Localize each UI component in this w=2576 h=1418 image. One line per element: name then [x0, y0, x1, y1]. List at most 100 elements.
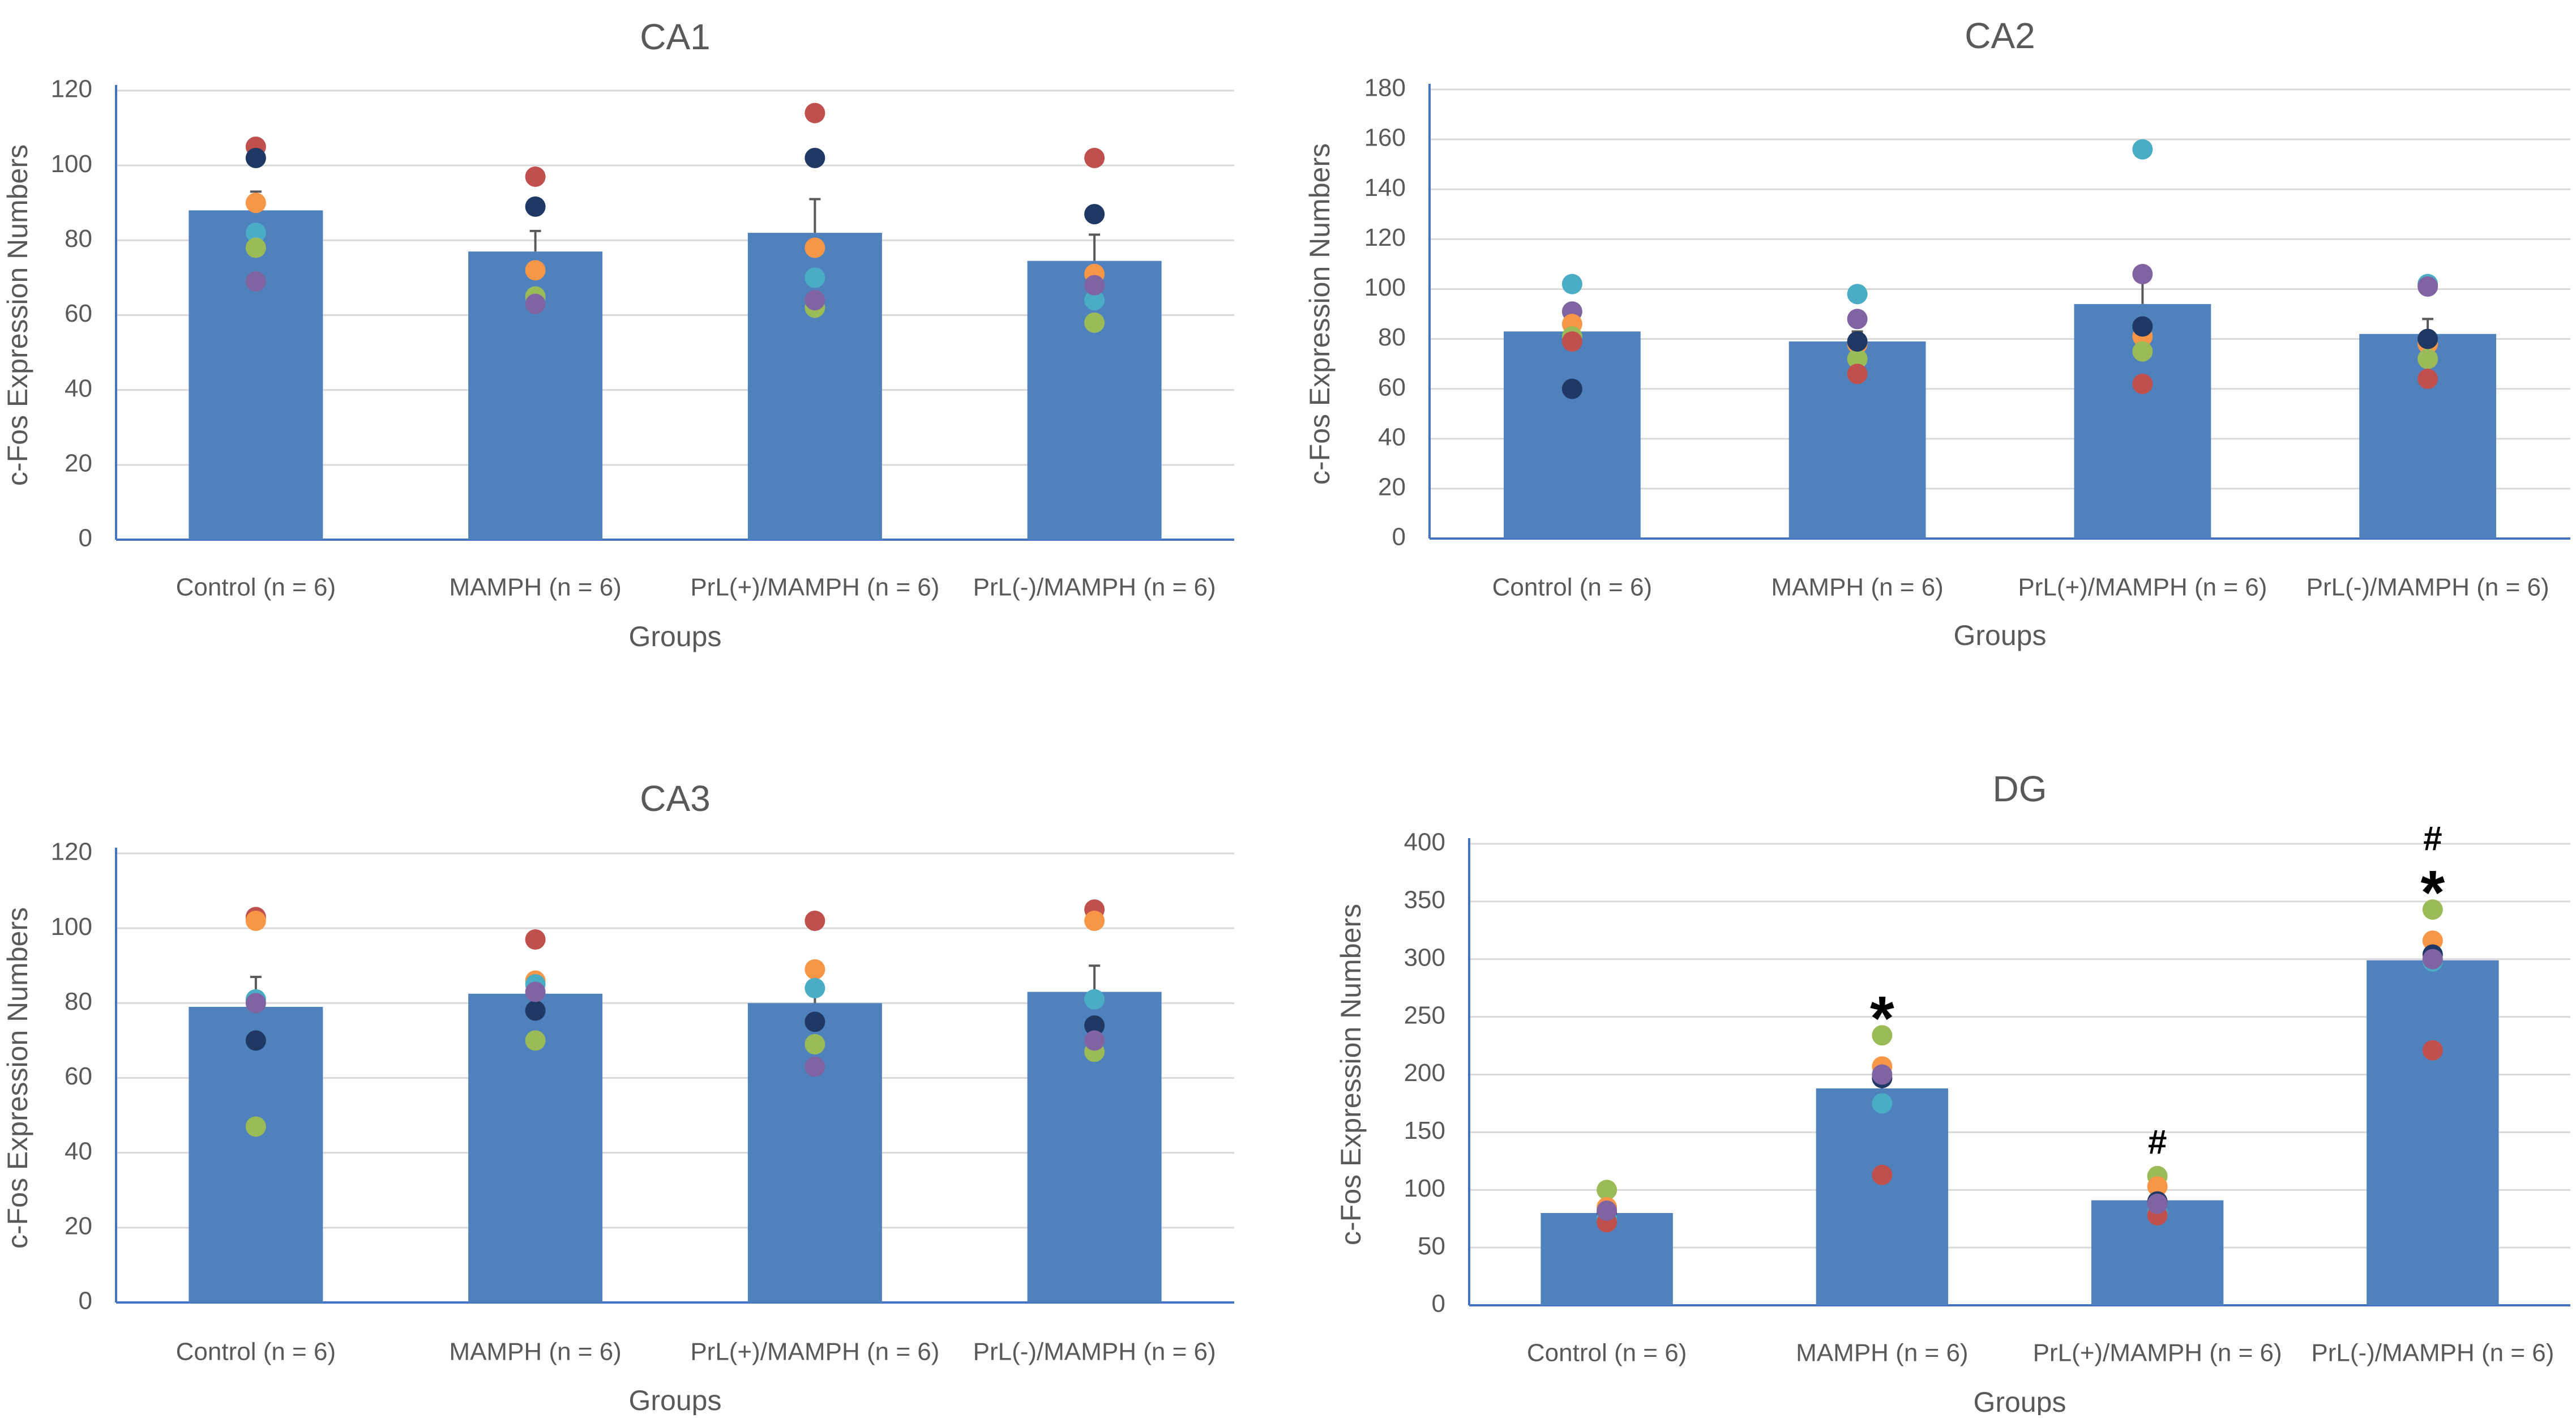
data-point: [2422, 899, 2443, 920]
y-tick-label: 40: [65, 1137, 92, 1165]
data-point: [805, 267, 825, 288]
data-point: [805, 977, 825, 998]
data-point: [525, 1030, 546, 1051]
data-point: [805, 1034, 825, 1055]
x-category-label: Control (n = 6): [176, 1338, 336, 1366]
x-category-label: MAMPH (n = 6): [449, 574, 621, 601]
chart-ca2: CA2 0 20 40 60 80 100 120 140 160 180 c-Fos Express…: [1288, 0, 2576, 708]
data-point: [2417, 328, 2438, 349]
data-point: [1561, 378, 1582, 399]
chart-ca3: CA3 0 20 40 60 80 100 120 c-Fos Expression Numbe…: [0, 708, 1288, 1416]
chart-title: DG: [1993, 768, 2047, 809]
data-point: [245, 237, 266, 258]
data-point: [525, 166, 546, 187]
significance-hash: #: [2423, 819, 2442, 857]
data-point: [1872, 1164, 1893, 1185]
data-point: [2417, 369, 2438, 390]
x-category-label: PrL(-)/MAMPH (n = 6): [973, 1338, 1216, 1366]
y-tick-label: 0: [1392, 523, 1406, 551]
y-tick-label: 20: [65, 449, 92, 477]
data-point: [805, 102, 825, 123]
data-point: [1561, 274, 1582, 294]
bar: [189, 1006, 323, 1302]
x-category-label: Control (n = 6): [176, 574, 336, 601]
data-point: [245, 193, 266, 213]
y-tick-label: 350: [1404, 886, 1445, 914]
data-point: [2147, 1176, 2168, 1197]
chart-svg: CA3 0 20 40 60 80 100 120 c-Fos Expression Numbe…: [2, 778, 1234, 1416]
data-point: [525, 929, 546, 950]
y-tick-label: 20: [1378, 473, 1406, 501]
x-category-label: MAMPH (n = 6): [1796, 1339, 1968, 1367]
y-tick-label: 0: [79, 1287, 92, 1315]
data-point: [525, 981, 546, 1002]
data-point: [245, 223, 266, 244]
y-tick-label: 80: [1378, 323, 1406, 351]
y-tick-label: 80: [65, 988, 92, 1015]
data-point: [1847, 348, 1868, 369]
x-category-label: PrL(-)/MAMPH (n = 6): [973, 574, 1216, 601]
y-tick-label: 100: [51, 913, 92, 941]
data-point: [1561, 331, 1582, 352]
data-point: [525, 1000, 546, 1021]
data-point: [1084, 312, 1105, 333]
y-tick-label: 60: [65, 300, 92, 327]
data-point: [1084, 290, 1105, 311]
chart-dg: DG 0 50 100 150 200 250 300 350 400 c-Fos Expressi…: [1288, 708, 2576, 1418]
data-point: [1847, 331, 1868, 352]
chart-ca1: CA1 0 20 40 60 80 100 120 c-Fos Expression Numbe…: [0, 0, 1288, 708]
data-point: [245, 147, 266, 168]
data-point: [245, 1116, 266, 1137]
data-point: [2132, 316, 2153, 337]
x-axis-label: Groups: [629, 621, 722, 652]
significance-asterisk: *: [2420, 858, 2445, 928]
y-tick-label: 0: [79, 524, 92, 552]
chart-title: CA3: [640, 778, 711, 819]
x-category-label: Control (n = 6): [1492, 574, 1652, 601]
y-tick-label: 200: [1404, 1059, 1445, 1087]
y-tick-label: 80: [65, 225, 92, 253]
data-point: [245, 993, 266, 1014]
x-category-label: PrL(+)/MAMPH (n = 6): [2018, 574, 2267, 601]
data-point: [245, 910, 266, 931]
data-point: [2132, 341, 2153, 362]
data-point: [805, 910, 825, 931]
data-point: [1872, 1093, 1893, 1114]
data-point: [805, 237, 825, 258]
y-tick-label: 120: [51, 75, 92, 103]
y-tick-label: 60: [65, 1062, 92, 1090]
data-point: [1847, 284, 1868, 305]
x-axis-label: Groups: [1974, 1386, 2066, 1415]
chart-svg: CA1 0 20 40 60 80 100 120 c-Fos Expression Numbe…: [2, 16, 1234, 652]
x-axis-label: Groups: [629, 1385, 722, 1415]
x-category-label: PrL(-)/MAMPH (n = 6): [2311, 1339, 2554, 1367]
y-tick-label: 120: [1364, 224, 1406, 251]
data-point: [1084, 147, 1105, 168]
data-point: [2132, 373, 2153, 394]
data-point: [805, 290, 825, 311]
data-point: [1084, 1030, 1105, 1051]
x-category-label: MAMPH (n = 6): [449, 1338, 621, 1366]
data-point: [525, 293, 546, 314]
data-point: [2132, 264, 2153, 285]
x-category-label: PrL(+)/MAMPH (n = 6): [690, 574, 939, 601]
data-point: [2132, 139, 2153, 160]
chart-title: CA2: [1965, 15, 2035, 56]
data-point: [525, 260, 546, 281]
data-point: [1084, 989, 1105, 1010]
chart-title: CA1: [640, 16, 711, 57]
data-point: [805, 1011, 825, 1032]
data-point: [1872, 1025, 1893, 1046]
bar: [1503, 331, 1641, 539]
data-point: [805, 147, 825, 168]
x-category-label: PrL(-)/MAMPH (n = 6): [2307, 574, 2549, 601]
x-axis-label: Groups: [1954, 620, 2047, 651]
significance-asterisk: *: [1870, 984, 1894, 1053]
y-tick-label: 60: [1378, 373, 1406, 401]
bar: [2367, 960, 2499, 1305]
significance-hash: #: [2148, 1123, 2167, 1161]
data-point: [1084, 204, 1105, 225]
y-tick-label: 20: [65, 1212, 92, 1240]
x-category-label: MAMPH (n = 6): [1771, 574, 1943, 601]
y-tick-label: 100: [51, 150, 92, 178]
